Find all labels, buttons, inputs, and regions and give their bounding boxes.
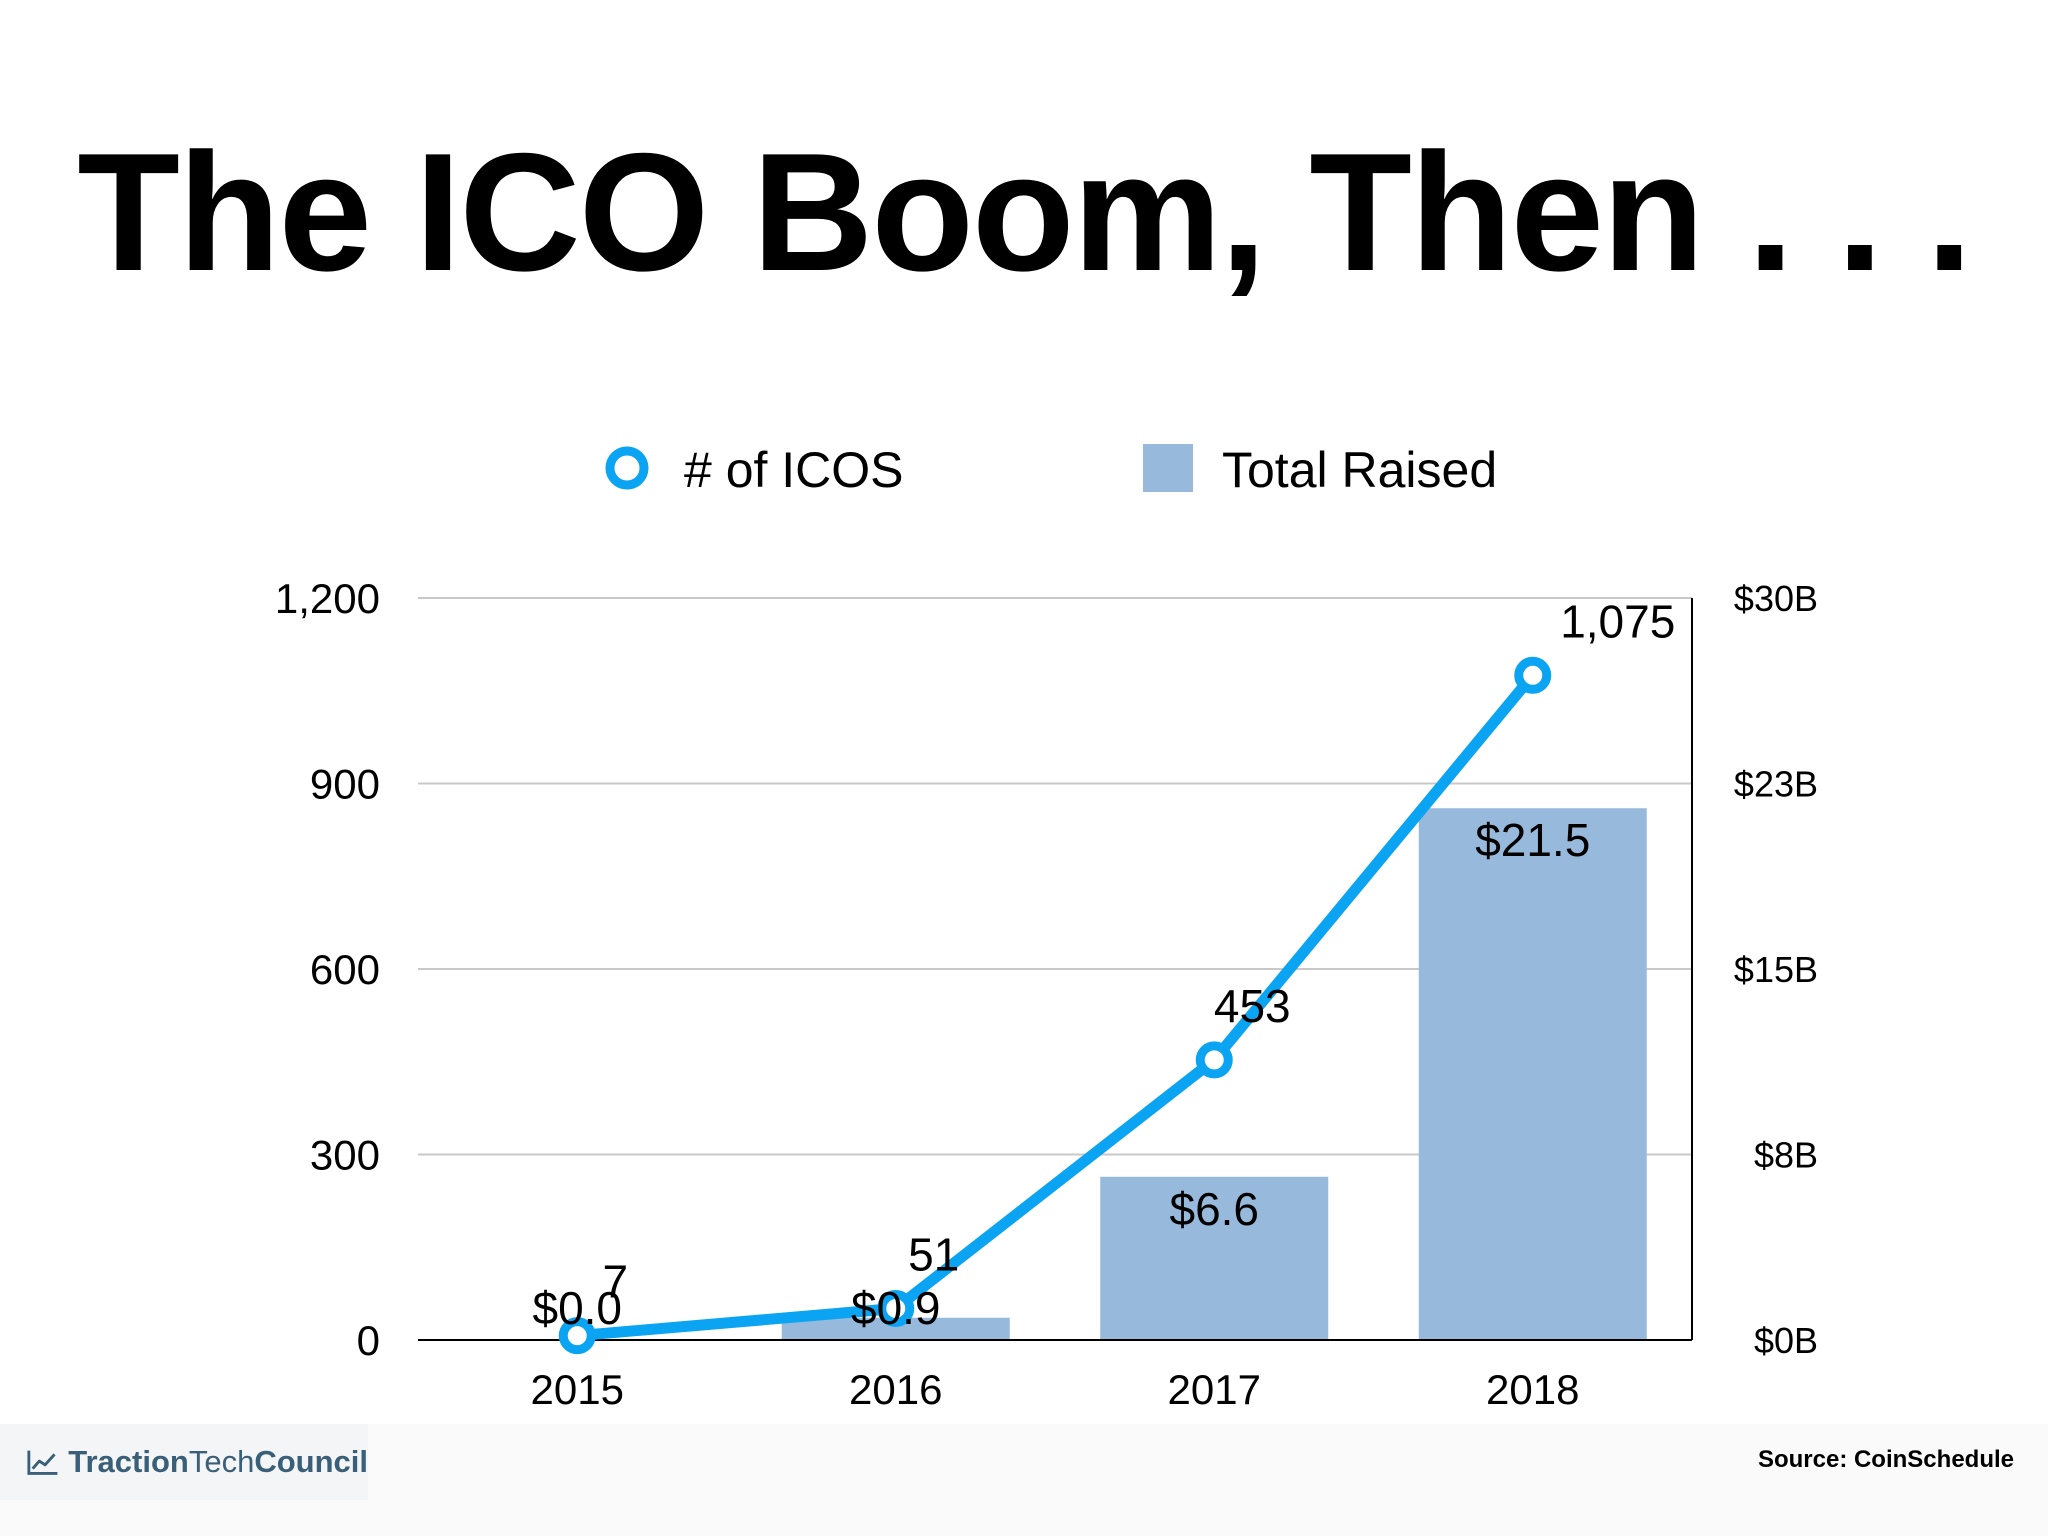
left-tick-label: 300 [310, 1132, 380, 1179]
ico-count-point-2016 [877, 1289, 915, 1327]
bar-series [781, 808, 1647, 1340]
line-value-label: 7 [602, 1256, 628, 1308]
bar-value-label: $21.5 [1475, 814, 1590, 866]
line-value-label: 1,075 [1560, 595, 1675, 647]
page-title: The ICO Boom, Then . . . [77, 118, 1972, 306]
bar-2017 [1100, 1176, 1329, 1340]
x-tick-label: 2016 [849, 1366, 942, 1413]
left-tick-label: 900 [310, 761, 380, 808]
trend-chart-icon [27, 1450, 58, 1475]
bar-value-label: $0.9 [851, 1282, 941, 1334]
chart-legend: # of ICOS Total Raised [605, 442, 1497, 498]
ico-count-point-2018 [1514, 656, 1552, 694]
bar-2016 [781, 1317, 1010, 1340]
ico-chart: # of ICOS Total Raised 0 300 600 900 1,200 $0B… [275, 442, 1818, 1413]
left-tick-label: 0 [357, 1317, 380, 1364]
legend-swatch-total-raised [1143, 444, 1193, 492]
right-tick-label: $23B [1734, 764, 1818, 805]
left-tick-label: 600 [310, 946, 380, 993]
line-value-label: 51 [908, 1228, 959, 1280]
chart-axes [418, 598, 1693, 1341]
right-tick-label: $30B [1734, 578, 1818, 619]
x-tick-label: 2017 [1168, 1366, 1261, 1413]
data-labels: $0.0 $0.9 $6.6 $21.5 7 51 453 1,075 [532, 595, 1675, 1334]
line-value-label: 453 [1214, 980, 1291, 1032]
logo: TractionTechCouncil [0, 1424, 368, 1500]
legend-label-ico-count: # of ICOS [684, 442, 904, 498]
right-tick-label: $8B [1754, 1135, 1818, 1176]
bar-value-label: $6.6 [1169, 1183, 1259, 1235]
right-tick-label: $15B [1734, 949, 1818, 990]
line-series [558, 656, 1552, 1355]
logo-text: TractionTechCouncil [68, 1444, 368, 1479]
bar-2018 [1418, 808, 1647, 1340]
right-tick-label: $0B [1754, 1320, 1818, 1361]
left-tick-label: 1,200 [275, 575, 380, 622]
x-tick-label: 2018 [1486, 1366, 1579, 1413]
legend-marker-ico-count [605, 446, 649, 490]
ico-count-line [571, 669, 1539, 1342]
bar-value-label: $0.0 [532, 1282, 622, 1334]
source-note: Source: CoinSchedule [1757, 1446, 2014, 1473]
legend-label-total-raised: Total Raised [1222, 442, 1497, 498]
tick-labels: 0 300 600 900 1,200 $0B $8B $15B $23B $30B 2015 201… [275, 575, 1818, 1413]
ico-count-point-2015 [558, 1317, 596, 1355]
ico-count-point-2017 [1195, 1041, 1233, 1079]
x-tick-label: 2015 [531, 1366, 624, 1413]
